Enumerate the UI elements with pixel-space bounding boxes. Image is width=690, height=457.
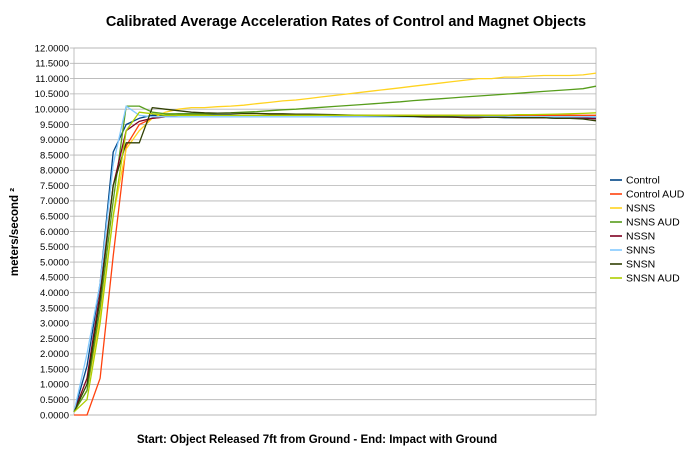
y-tick-label: 7.5000	[40, 181, 69, 192]
y-tick-label: 0.0000	[40, 410, 69, 421]
legend: Control Control AUD NSNS NSNS AUD NSSN SNNS SN…	[610, 175, 685, 285]
x-axis-label: Start: Object Released 7ft from Ground -…	[137, 434, 497, 446]
plot-area	[73, 47, 597, 416]
y-tick-label: 9.0000	[40, 135, 69, 146]
legend-item-label: Control	[626, 175, 660, 187]
y-tick-label: 8.5000	[40, 150, 69, 161]
legend-item-label: NSNS AUD	[626, 217, 680, 229]
y-tick-label: 8.0000	[40, 166, 69, 177]
series-lines	[73, 72, 597, 416]
y-tick-label: 12.0000	[35, 43, 69, 54]
y-tick-label: 1.5000	[40, 364, 69, 375]
chart-title: Calibrated Average Acceleration Rates of…	[106, 14, 586, 30]
series-line-snsn-aud	[73, 111, 597, 413]
legend-item-label: SNSN	[626, 259, 655, 271]
y-tick-label: 1.0000	[40, 380, 69, 391]
y-tick-label: 11.0000	[35, 74, 69, 85]
series-line-snns	[73, 105, 596, 413]
y-axis-ticks: 0.0000 0.5000 1.0000 1.5000 2.0000 2.5000 3.00…	[35, 43, 74, 421]
series-line-nsns-aud	[73, 85, 597, 413]
y-tick-label: 3.0000	[40, 319, 69, 330]
y-tick-label: 3.5000	[40, 303, 69, 314]
y-axis-label: meters/second ²	[9, 188, 21, 276]
y-tick-label: 6.5000	[40, 212, 69, 223]
legend-item-label: SNSN AUD	[626, 273, 680, 285]
legend-item-label: NSSN	[626, 231, 655, 243]
y-tick-label: 4.0000	[40, 288, 69, 299]
y-tick-label: 2.0000	[40, 349, 69, 360]
y-tick-label: 5.5000	[40, 242, 69, 253]
y-tick-label: 6.0000	[40, 227, 69, 238]
y-tick-label: 11.5000	[35, 59, 69, 70]
legend-item-label: Control AUD	[626, 189, 685, 201]
y-tick-label: 0.5000	[40, 395, 69, 406]
y-tick-label: 2.5000	[40, 334, 69, 345]
y-tick-label: 4.5000	[40, 273, 69, 284]
legend-item-label: SNNS	[626, 245, 655, 257]
y-tick-label: 10.5000	[35, 89, 69, 100]
y-tick-label: 7.0000	[40, 196, 69, 207]
y-tick-label: 9.5000	[40, 120, 69, 131]
legend-item-label: NSNS	[626, 203, 655, 215]
y-tick-label: 5.0000	[40, 257, 69, 268]
y-tick-label: 10.0000	[35, 104, 69, 115]
